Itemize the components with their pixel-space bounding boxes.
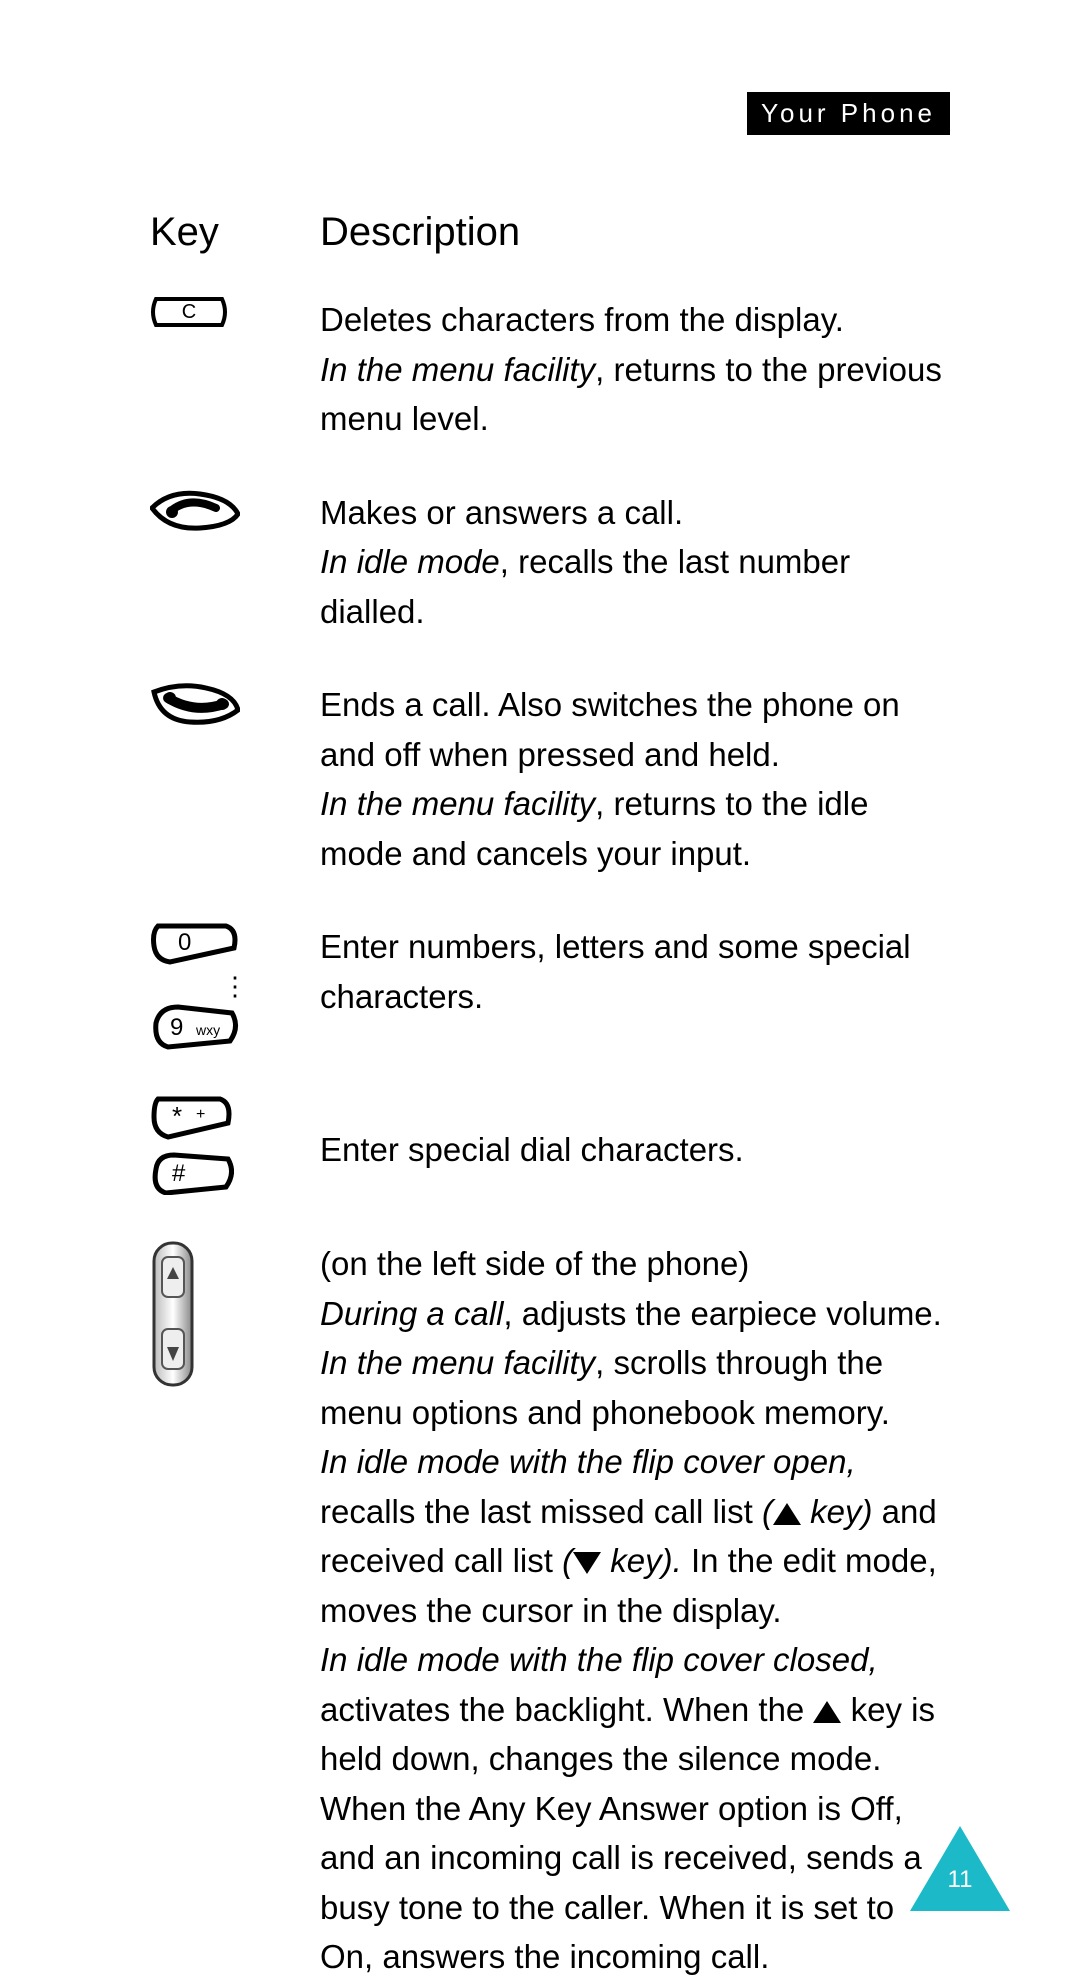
svg-text:0: 0 xyxy=(178,929,191,956)
side-keys-icon xyxy=(150,1239,196,1389)
description-column-header: Description xyxy=(320,210,950,255)
desc-text: In the menu facility, scrolls through th… xyxy=(320,1338,950,1437)
description-cell: Enter special dial characters. xyxy=(320,1095,950,1195)
page: Your Phone Key Description C Deletes cha… xyxy=(0,0,1080,1981)
column-description: Description xyxy=(320,210,950,295)
key-cell xyxy=(150,488,320,637)
desc-text: In idle mode, recalls the last number di… xyxy=(320,537,950,636)
key-cell xyxy=(150,680,320,878)
page-number-text: 11 xyxy=(910,1866,1010,1894)
svg-text:wxy: wxy xyxy=(195,1022,220,1038)
table-row: C Deletes characters from the display. I… xyxy=(150,295,950,444)
desc-text: Enter special dial characters. xyxy=(320,1125,950,1175)
desc-text: In idle mode with the flip cover open, r… xyxy=(320,1437,950,1635)
description-cell: Makes or answers a call. In idle mode, r… xyxy=(320,488,950,637)
desc-text: Makes or answers a call. xyxy=(320,488,950,538)
up-triangle-icon xyxy=(773,1503,801,1525)
section-tag: Your Phone xyxy=(747,92,950,135)
num-keys-icon-9: 9 wxy xyxy=(150,1001,240,1051)
description-cell: Ends a call. Also switches the phone on … xyxy=(320,680,950,878)
desc-text: During a call, adjusts the earpiece volu… xyxy=(320,1289,950,1339)
svg-text:*: * xyxy=(172,1101,182,1131)
svg-text:#: # xyxy=(172,1160,186,1187)
hash-key-icon: # xyxy=(150,1149,234,1195)
key-cell xyxy=(150,1239,320,1982)
svg-text:9: 9 xyxy=(170,1014,183,1041)
description-cell: (on the left side of the phone) During a… xyxy=(320,1239,950,1982)
desc-text: (on the left side of the phone) xyxy=(320,1239,950,1289)
key-description-table: Key Description xyxy=(150,210,950,295)
svg-text:+: + xyxy=(196,1106,205,1123)
description-cell: Enter numbers, letters and some special … xyxy=(320,922,950,1051)
table-row: 0 ⋮ 9 wxy Enter numbers, letters and som… xyxy=(150,922,950,1051)
send-key-icon xyxy=(150,488,240,532)
c-key-icon: C xyxy=(150,295,228,329)
key-column-header: Key xyxy=(150,210,320,255)
desc-text: When the Any Key Answer option is Off, a… xyxy=(320,1784,950,1982)
table-row: (on the left side of the phone) During a… xyxy=(150,1239,950,1982)
desc-text: In the menu facility, returns to the pre… xyxy=(320,345,950,444)
column-key: Key xyxy=(150,210,320,295)
star-key-icon: * + xyxy=(150,1095,234,1141)
svg-text:C: C xyxy=(182,301,196,323)
key-cell: 0 ⋮ 9 wxy xyxy=(150,922,320,1051)
desc-text: Enter numbers, letters and some special … xyxy=(320,922,950,1021)
table-row: Makes or answers a call. In idle mode, r… xyxy=(150,488,950,637)
desc-text: In idle mode with the flip cover closed,… xyxy=(320,1635,950,1784)
table-row: * + # Enter special dial characters. xyxy=(150,1095,950,1195)
desc-text: Ends a call. Also switches the phone on … xyxy=(320,680,950,779)
down-triangle-icon xyxy=(573,1552,601,1574)
end-key-icon xyxy=(150,680,240,726)
up-triangle-icon xyxy=(813,1701,841,1723)
key-cell: * + # xyxy=(150,1095,320,1195)
description-cell: Deletes characters from the display. In … xyxy=(320,295,950,444)
key-cell: C xyxy=(150,295,320,444)
table-row: Ends a call. Also switches the phone on … xyxy=(150,680,950,878)
desc-text: Deletes characters from the display. xyxy=(320,295,950,345)
num-keys-icon: 0 xyxy=(150,922,240,972)
num-keys-dots-icon: ⋮ xyxy=(222,980,248,993)
desc-text: In the menu facility, returns to the idl… xyxy=(320,779,950,878)
